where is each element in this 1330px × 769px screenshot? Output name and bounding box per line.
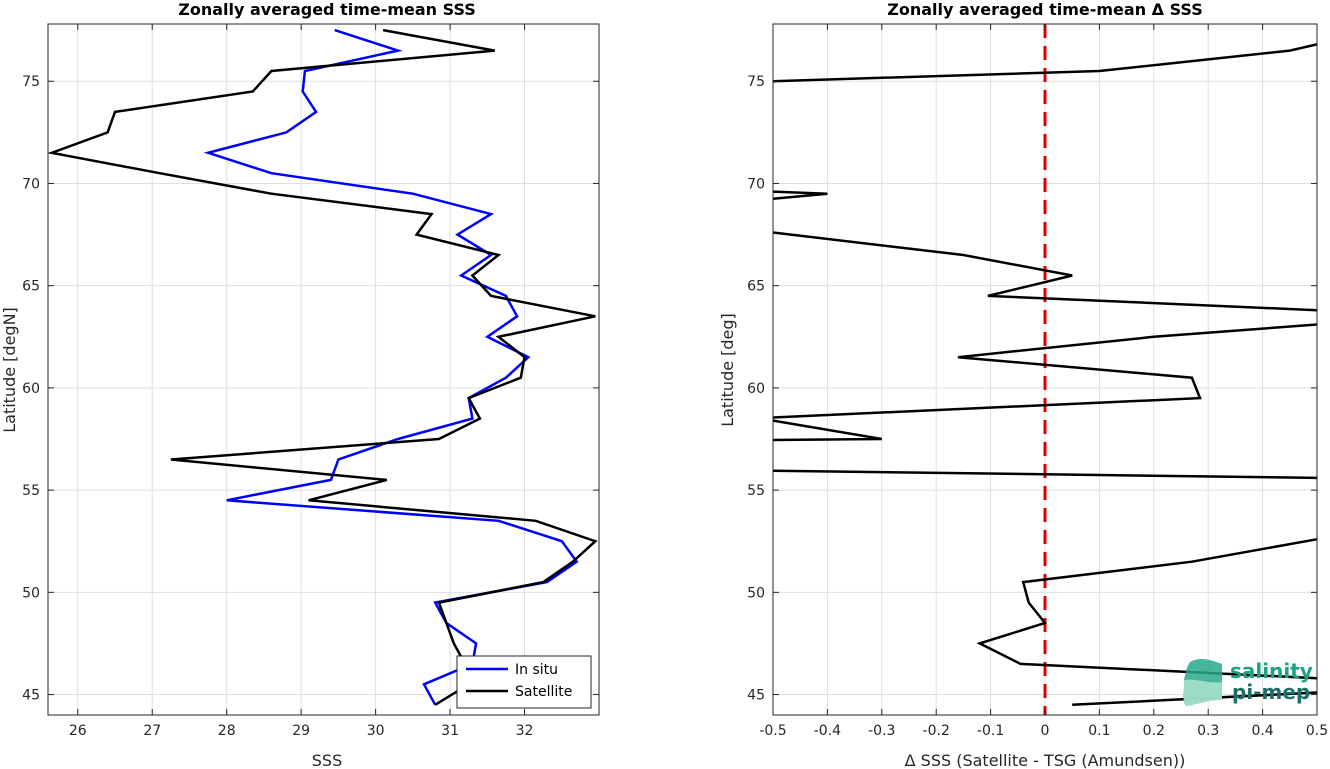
right-x-tick-label: 0.5	[1306, 723, 1328, 739]
left-x-tick-label: 27	[143, 723, 161, 739]
sss-profile-panel: Zonally averaged time-mean SSS 26 27 28 29 3…	[0, 0, 600, 769]
right-y-tick-label: 45	[747, 688, 765, 704]
left-y-tick-label: 45	[22, 688, 40, 704]
left-plot-area	[48, 24, 599, 715]
right-series-delta-sss-segment-4	[773, 419, 883, 442]
right-x-tick-label: 0.1	[1088, 723, 1110, 739]
left-y-axis-label: Latitude [degN]	[0, 307, 19, 433]
left-x-tick-label: 28	[218, 723, 236, 739]
right-y-axis-label: Latitude [deg]	[718, 313, 737, 427]
left-y-tick-label: 55	[22, 483, 40, 499]
right-series-delta-sss-segment-5	[773, 469, 1317, 480]
right-x-tick-label: -0.1	[977, 723, 1004, 739]
right-x-tick-label: 0.2	[1143, 723, 1165, 739]
left-x-tick-label: 32	[516, 723, 534, 739]
right-x-tick-label: -0.2	[923, 723, 950, 739]
right-x-tick-label: -0.5	[759, 723, 786, 739]
delta-sss-profile-panel: Zonally averaged time-mean Δ SSS salinit…	[718, 0, 1328, 769]
left-y-tick-label: 70	[22, 176, 40, 192]
right-y-tick-label: 75	[747, 74, 765, 90]
left-series-layer	[48, 28, 598, 706]
right-x-tick-label: 0.3	[1197, 723, 1219, 739]
left-axes-box	[47, 23, 600, 716]
right-x-tick-label: -0.3	[868, 723, 895, 739]
right-series-delta-sss-segment-3	[773, 323, 1317, 419]
left-grid	[48, 24, 599, 715]
left-y-tick-label: 60	[22, 381, 40, 397]
right-y-tick-label: 60	[747, 381, 765, 397]
left-x-tick-label: 26	[69, 723, 87, 739]
legend-label-satellite: Satellite	[515, 684, 572, 700]
right-series-delta-sss-segment-0	[773, 43, 1317, 83]
right-series-delta-sss-segment-2	[773, 231, 1317, 312]
legend-box	[456, 655, 592, 709]
right-series-clip	[773, 43, 1317, 707]
logo-wave-icon-light	[1183, 679, 1222, 706]
left-x-tick-label: 31	[441, 723, 459, 739]
right-series-delta-sss-segment-1	[773, 190, 828, 201]
right-x-tick-label: -0.4	[814, 723, 841, 739]
right-y-tick-label: 50	[747, 585, 765, 601]
logo-text-pi-mep: pi-mep	[1232, 680, 1310, 704]
right-x-axis-label: Δ SSS (Satellite - TSG (Amundsen))	[905, 751, 1186, 769]
left-x-tick-label: 29	[292, 723, 310, 739]
logo-text-salinity: salinity	[1230, 659, 1313, 683]
left-x-tick-label: 30	[367, 723, 385, 739]
right-series-delta-sss-segment-6	[976, 537, 1317, 680]
right-y-tick-label: 70	[747, 176, 765, 192]
right-x-tick-label: 0	[1041, 723, 1050, 739]
left-ticks: 26 27 28 29 30 31 32 45 50 55 60 65 70 75	[22, 24, 599, 739]
legend: In situ Satellite	[456, 655, 592, 709]
right-chart-title: Zonally averaged time-mean Δ SSS	[887, 0, 1203, 19]
left-x-axis-label: SSS	[312, 751, 342, 769]
left-series-clip	[48, 28, 598, 706]
left-series-satellite	[48, 28, 598, 706]
right-y-tick-label: 65	[747, 279, 765, 295]
left-y-tick-label: 75	[22, 74, 40, 90]
right-ticks: -0.5 -0.4 -0.3 -0.2 -0.1 0 0.1 0.2 0.3 0.4 0.5 45 50…	[747, 24, 1328, 739]
right-y-tick-label: 55	[747, 483, 765, 499]
left-chart-title: Zonally averaged time-mean SSS	[178, 0, 476, 19]
left-y-tick-label: 65	[22, 279, 40, 295]
right-series-layer	[773, 24, 1317, 715]
left-y-tick-label: 50	[22, 585, 40, 601]
salinity-pi-mep-logo: salinity pi-mep	[1183, 658, 1313, 706]
legend-label-in-situ: In situ	[515, 662, 558, 678]
right-x-tick-label: 0.4	[1251, 723, 1273, 739]
